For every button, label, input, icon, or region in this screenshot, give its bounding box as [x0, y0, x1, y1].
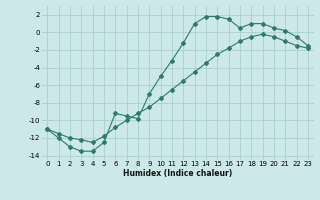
X-axis label: Humidex (Indice chaleur): Humidex (Indice chaleur) [123, 169, 232, 178]
